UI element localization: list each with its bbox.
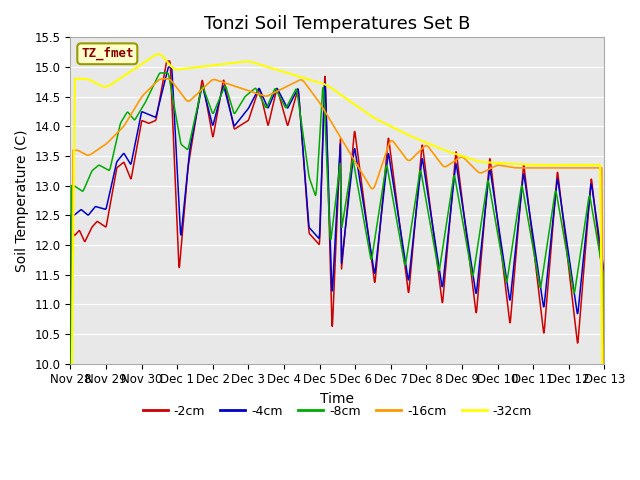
Legend: -2cm, -4cm, -8cm, -16cm, -32cm: -2cm, -4cm, -8cm, -16cm, -32cm — [138, 400, 537, 423]
Y-axis label: Soil Temperature (C): Soil Temperature (C) — [15, 129, 29, 272]
Text: TZ_fmet: TZ_fmet — [81, 47, 134, 60]
X-axis label: Time: Time — [321, 392, 355, 406]
Title: Tonzi Soil Temperatures Set B: Tonzi Soil Temperatures Set B — [204, 15, 470, 33]
